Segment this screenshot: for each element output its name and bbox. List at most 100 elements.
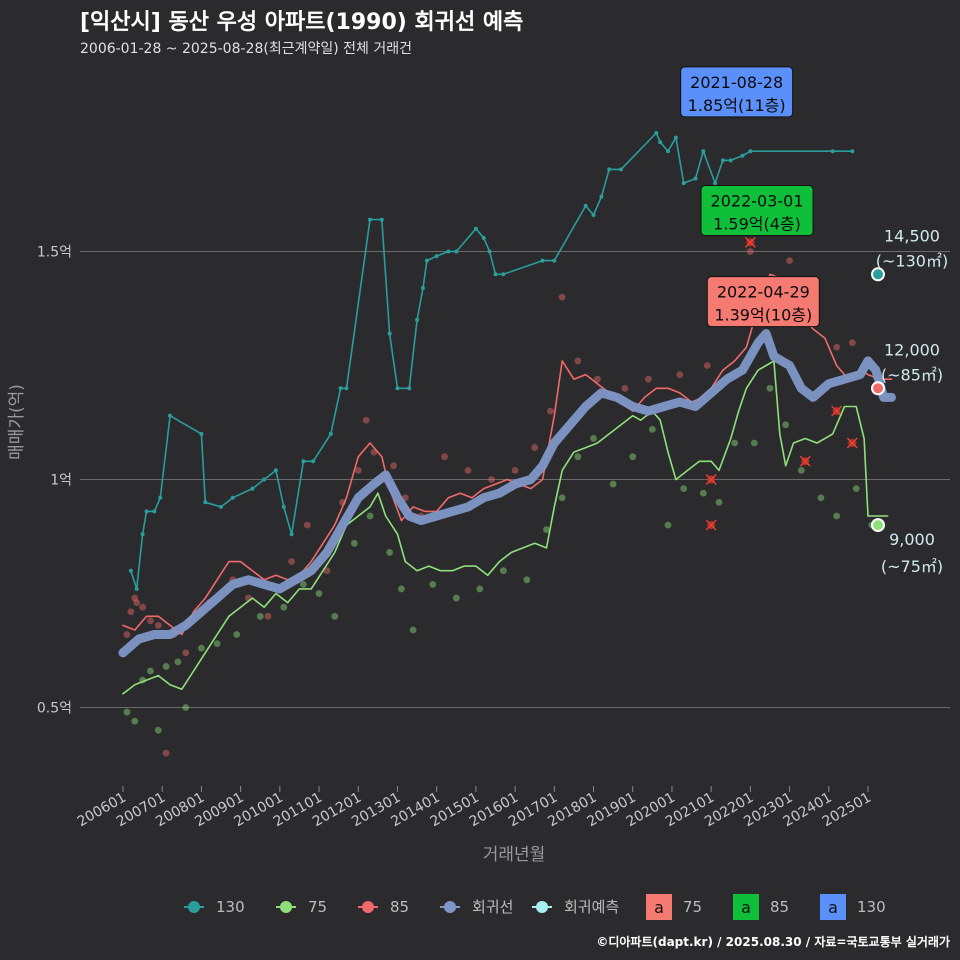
flagged-cross-5	[846, 437, 858, 449]
series-0-point-28	[424, 258, 429, 263]
series-0-point-55	[748, 149, 753, 154]
series-0-point-29	[434, 254, 439, 259]
scatter-point-72	[558, 494, 566, 502]
scatter-point-19	[362, 416, 370, 424]
end-label-area-0: (~130㎡)	[876, 251, 948, 270]
series-0-point-26	[415, 317, 420, 322]
scatter-point-32	[574, 357, 582, 365]
series-0-point-2	[140, 532, 145, 537]
legend-label-3: 회귀선	[472, 898, 513, 916]
scatter-point-16	[323, 567, 331, 575]
scatter-point-81	[715, 498, 723, 506]
scatter-point-77	[648, 425, 656, 433]
scatter-point-86	[797, 466, 805, 474]
scatter-point-33	[594, 375, 601, 383]
y-axis-title: 매매가(억)	[7, 384, 27, 460]
legend-box-label-2: 130	[857, 898, 886, 916]
series-0-point-3	[144, 509, 149, 514]
scatter-point-73	[574, 453, 582, 461]
scatter-point-34	[621, 384, 629, 392]
scatter-point-1	[127, 608, 135, 616]
series-0-point-56	[830, 149, 835, 154]
legend-box-label-0: 75	[683, 898, 702, 916]
legend-marker-4	[536, 901, 548, 913]
scatter-point-5	[147, 617, 154, 625]
series-0-point-51	[713, 181, 718, 186]
scatter-point-69	[499, 567, 507, 575]
legend-box-2	[820, 894, 846, 920]
series-0-point-33	[481, 235, 486, 240]
series-0-point-21	[368, 217, 373, 222]
series-0-point-54	[740, 153, 745, 158]
callout-box-1	[700, 184, 814, 236]
scatter-point-74	[590, 435, 597, 442]
callout-box-0	[680, 66, 794, 118]
end-label-price-0: 14,500	[884, 226, 940, 245]
series-0-point-12	[262, 477, 267, 482]
series-line-0	[130, 132, 854, 590]
series-0-point-32	[473, 226, 478, 231]
legend-marker-2	[362, 901, 374, 913]
legend-marker-3	[444, 901, 456, 913]
callout-date-1: 2022-03-01	[711, 191, 804, 210]
scatter-point-26	[464, 466, 472, 474]
scatter-point-82	[731, 439, 739, 447]
scatter-point-22	[390, 462, 397, 470]
scatter-point-84	[766, 384, 774, 392]
callout-value-0: 1.85억(11층)	[688, 96, 786, 115]
legend-marker-0	[188, 901, 200, 913]
scatter-point-67	[452, 594, 460, 602]
footer-credit: ©디아파트(dapt.kr) / 2025.08.30 / 자료=국토교통부 실…	[596, 935, 950, 949]
y-tick-label-0: 0.5억	[37, 700, 72, 716]
scatter-point-36	[676, 371, 684, 379]
series-0-point-50	[701, 149, 706, 154]
scatter-point-56	[256, 612, 264, 620]
end-marker-1	[871, 381, 885, 396]
scatter-point-89	[852, 485, 860, 493]
scatter-point-45	[123, 708, 131, 716]
legend-label-1: 75	[308, 898, 327, 916]
scatter-point-50	[162, 663, 170, 670]
scatter-point-66	[429, 580, 437, 588]
end-label-price-1: 12,000	[884, 340, 940, 359]
series-0-point-35	[493, 272, 498, 277]
series-0-point-41	[599, 194, 604, 199]
series-0-point-52	[720, 158, 725, 163]
legend-label-4: 회귀예측	[564, 898, 619, 916]
chart-title: [익산시] 동산 우성 아파트(1990) 회귀선 예측	[80, 10, 524, 35]
series-0-point-0	[128, 568, 133, 573]
scatter-point-18	[354, 466, 362, 474]
scatter-point-37	[703, 362, 711, 369]
flagged-cross-4	[831, 405, 843, 417]
scatter-point-2	[131, 594, 139, 602]
scatter-point-61	[350, 539, 358, 547]
flagged-cross-0	[705, 474, 717, 485]
series-line-1	[122, 360, 889, 695]
legend-marker-1	[280, 901, 292, 913]
scatter-point-85	[782, 421, 790, 429]
scatter-point-48	[147, 667, 154, 675]
legend-box-glyph-2: a	[828, 898, 838, 917]
scatter-point-41	[786, 257, 793, 265]
scatter-point-29	[531, 444, 539, 451]
scatter-point-0	[123, 631, 131, 638]
scatter-point-28	[511, 466, 519, 474]
x-axis-title: 거래년월	[483, 845, 546, 865]
series-0-point-42	[607, 167, 612, 172]
series-line-3	[118, 329, 896, 658]
scatter-point-54	[213, 640, 221, 648]
callout-box-2	[706, 276, 820, 328]
scatter-point-27	[488, 476, 495, 483]
scatter-point-65	[409, 626, 417, 634]
series-0-point-22	[379, 217, 384, 222]
end-label-area-1: (~85㎡)	[881, 365, 943, 384]
scatter-point-13	[264, 612, 272, 620]
scatter-point-30	[546, 407, 554, 415]
flagged-cross-1	[705, 519, 717, 531]
legend-box-1	[733, 894, 759, 920]
series-0-point-38	[552, 258, 557, 263]
scatter-point-31	[558, 293, 566, 301]
series-0-point-36	[501, 272, 506, 277]
legend-label-2: 85	[390, 898, 409, 916]
